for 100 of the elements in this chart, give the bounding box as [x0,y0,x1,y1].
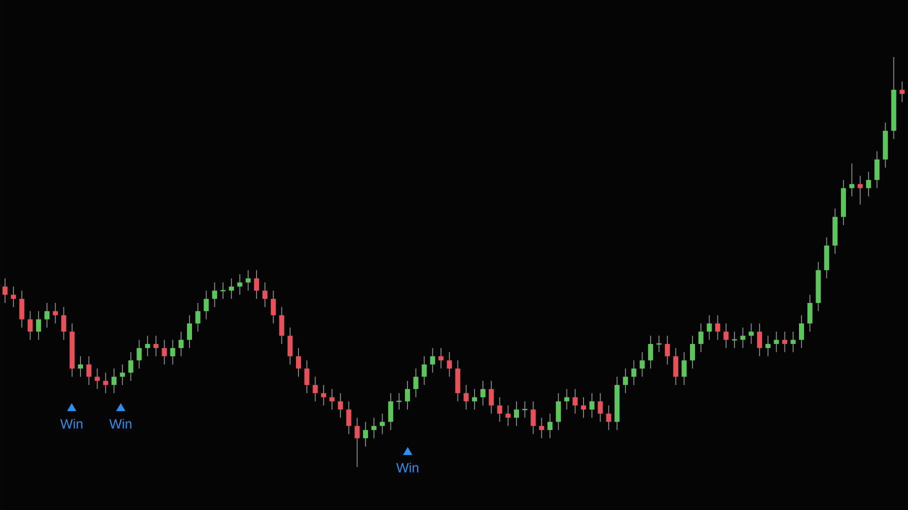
candlestick [724,322,729,349]
candlestick [246,270,251,292]
candlestick [622,368,628,394]
candlestick [422,356,427,386]
candlestick [765,335,770,357]
candlestick [212,282,218,308]
candlestick [136,339,142,370]
candlestick [430,348,436,374]
candlestick [774,331,779,353]
candlestick [228,278,234,300]
candlestick [10,286,16,308]
candlestick [36,310,42,340]
candlestick [799,314,804,349]
candlestick [900,81,905,103]
candlestick [162,339,167,365]
candlestick [866,171,872,197]
candlestick [44,302,50,328]
candlestick [404,380,410,410]
candlestick [186,314,192,349]
candlestick [321,384,326,406]
annotation: Win [60,418,82,428]
candlestick [748,322,754,344]
candlestick [438,348,444,370]
candlestick [807,294,812,332]
candlestick [648,335,654,370]
candlestick [715,314,720,340]
candlestick [506,404,511,426]
candlestick [112,368,117,394]
candlestick [782,331,788,353]
candlestick [2,278,8,304]
candlestick [631,360,636,386]
candlestick [296,348,301,378]
candlestick [312,376,318,402]
candlestick [128,352,134,382]
candlestick [270,290,276,324]
candlestick [556,392,561,431]
candlestick [480,380,486,406]
candlestick [380,413,385,435]
candlestick [472,388,478,410]
candlestick [371,417,376,439]
candlestick [664,335,670,365]
candlestick [698,322,704,353]
candlestick [539,417,544,439]
candlestick [153,335,158,357]
candlestick [120,364,125,386]
candlestick [581,396,586,418]
candlestick [682,352,687,386]
candlestick [606,404,612,431]
candlestick [178,331,184,357]
candlestick [388,392,394,431]
candlestick [61,306,66,340]
candlestick [640,352,645,378]
candlestick [849,163,854,197]
candlestick [874,150,880,189]
candlestick [673,348,678,386]
candlestick [346,400,352,435]
candlestick [514,400,519,426]
candlestick [304,360,310,394]
candlestick [446,352,452,378]
candlestick [237,274,242,296]
candlestick [731,331,738,349]
candlestick [279,306,284,344]
candlestick [254,270,260,300]
candlestick [396,392,402,410]
candlestick [330,388,335,410]
candlestick [86,356,92,386]
candlestick [706,314,712,340]
candlestick [589,392,594,418]
candlestick [78,356,84,378]
annotation: Win [109,418,132,428]
candlestick [572,388,578,414]
candlestick [262,282,268,308]
candlestick [94,368,100,390]
candlestick [170,339,176,365]
candlestick [497,396,502,422]
candlestick [598,392,603,422]
candlestick [145,335,150,357]
candlestick [740,327,746,349]
candlestick [464,384,469,410]
candlestick [204,290,209,320]
candlestick [757,322,762,357]
candlestick [488,380,494,414]
candlestick [195,302,200,332]
candlestick [28,310,33,340]
candlestick [790,331,796,353]
candlestick [858,175,863,206]
annotation: Win [396,462,418,472]
candlestick [690,335,696,370]
candlestick [564,388,570,410]
candlestick [547,413,553,439]
candlestick [413,368,418,398]
candlestick [103,372,108,394]
candlestick [338,392,343,418]
candlestick [354,417,360,468]
candlestick [530,400,536,435]
candlestick [19,290,24,328]
candlestick [288,327,293,365]
candlestick [220,282,226,300]
candlestick [363,421,368,447]
candlestick [52,302,58,324]
